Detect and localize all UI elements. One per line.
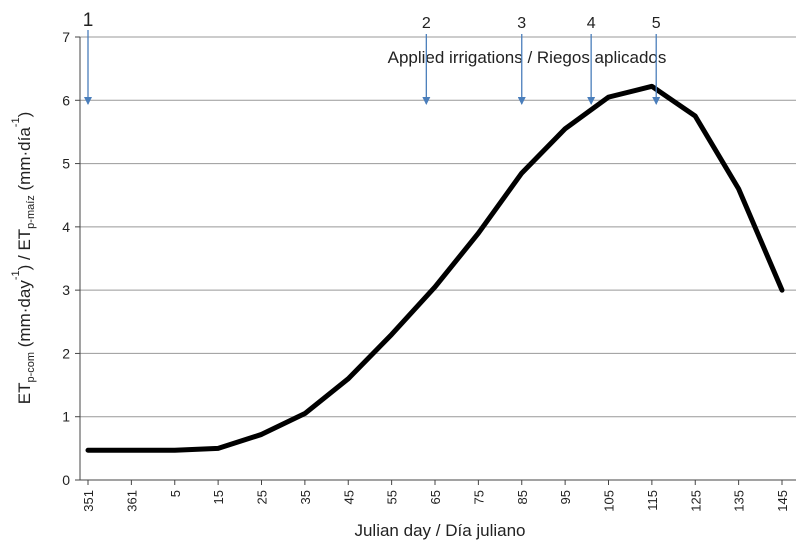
x-tick-label: 361 [124, 490, 139, 512]
y-axis-label-part: p-maíz [25, 195, 37, 229]
y-axis-label-part: ) / ET [15, 229, 34, 271]
annotation: Applied irrigations / Riegos aplicados [388, 48, 667, 67]
y-tick-label: 5 [62, 156, 70, 172]
y-axis-label-part: -1 [10, 270, 22, 280]
y-tick-label: 7 [62, 29, 70, 45]
x-tick-label: 145 [775, 490, 790, 512]
x-tick-label: 135 [732, 490, 747, 512]
y-axis-label-part: (mm·day [15, 280, 34, 352]
x-tick-label: 85 [515, 490, 530, 504]
y-axis-label-part: p-com [25, 352, 37, 383]
y-tick-label: 4 [62, 219, 70, 235]
x-tick-label: 55 [385, 490, 400, 504]
irrigation-label: 3 [517, 15, 526, 32]
irrigation-label: 4 [587, 15, 596, 32]
x-tick-label: 75 [471, 490, 486, 504]
x-tick-label: 65 [428, 490, 443, 504]
x-axis-label: Julian day / Día juliano [354, 521, 525, 540]
x-tick-label: 115 [645, 490, 660, 511]
x-tick-label: 125 [688, 490, 703, 512]
x-tick-label: 95 [558, 490, 573, 504]
x-tick-label: 35 [298, 490, 313, 504]
x-tick-label: 351 [81, 490, 96, 512]
x-tick-label: 105 [602, 490, 617, 512]
y-tick-label: 2 [62, 345, 70, 361]
y-tick-label: 1 [62, 409, 70, 425]
y-axis-label-part: ) [15, 112, 34, 118]
x-tick-label: 45 [341, 490, 356, 504]
y-axis-label-part: -1 [10, 117, 22, 127]
irrigation-label: 1 [83, 10, 94, 31]
y-axis-label-part: ET [15, 383, 34, 405]
y-tick-label: 3 [62, 282, 70, 298]
y-tick-label: 0 [62, 472, 70, 488]
x-tick-label: 5 [168, 490, 183, 497]
y-tick-label: 6 [62, 92, 70, 108]
y-axis-label-part: (mm·día [15, 127, 34, 196]
y-axis-label: ETp-com (mm·day-1) / ETp-maíz (mm·día-1) [10, 112, 37, 405]
irrigation-label: 5 [652, 15, 661, 32]
irrigation-label: 2 [422, 15, 431, 32]
x-tick-label: 15 [211, 490, 226, 504]
line-series [85, 83, 785, 453]
x-tick-label: 25 [255, 490, 270, 504]
